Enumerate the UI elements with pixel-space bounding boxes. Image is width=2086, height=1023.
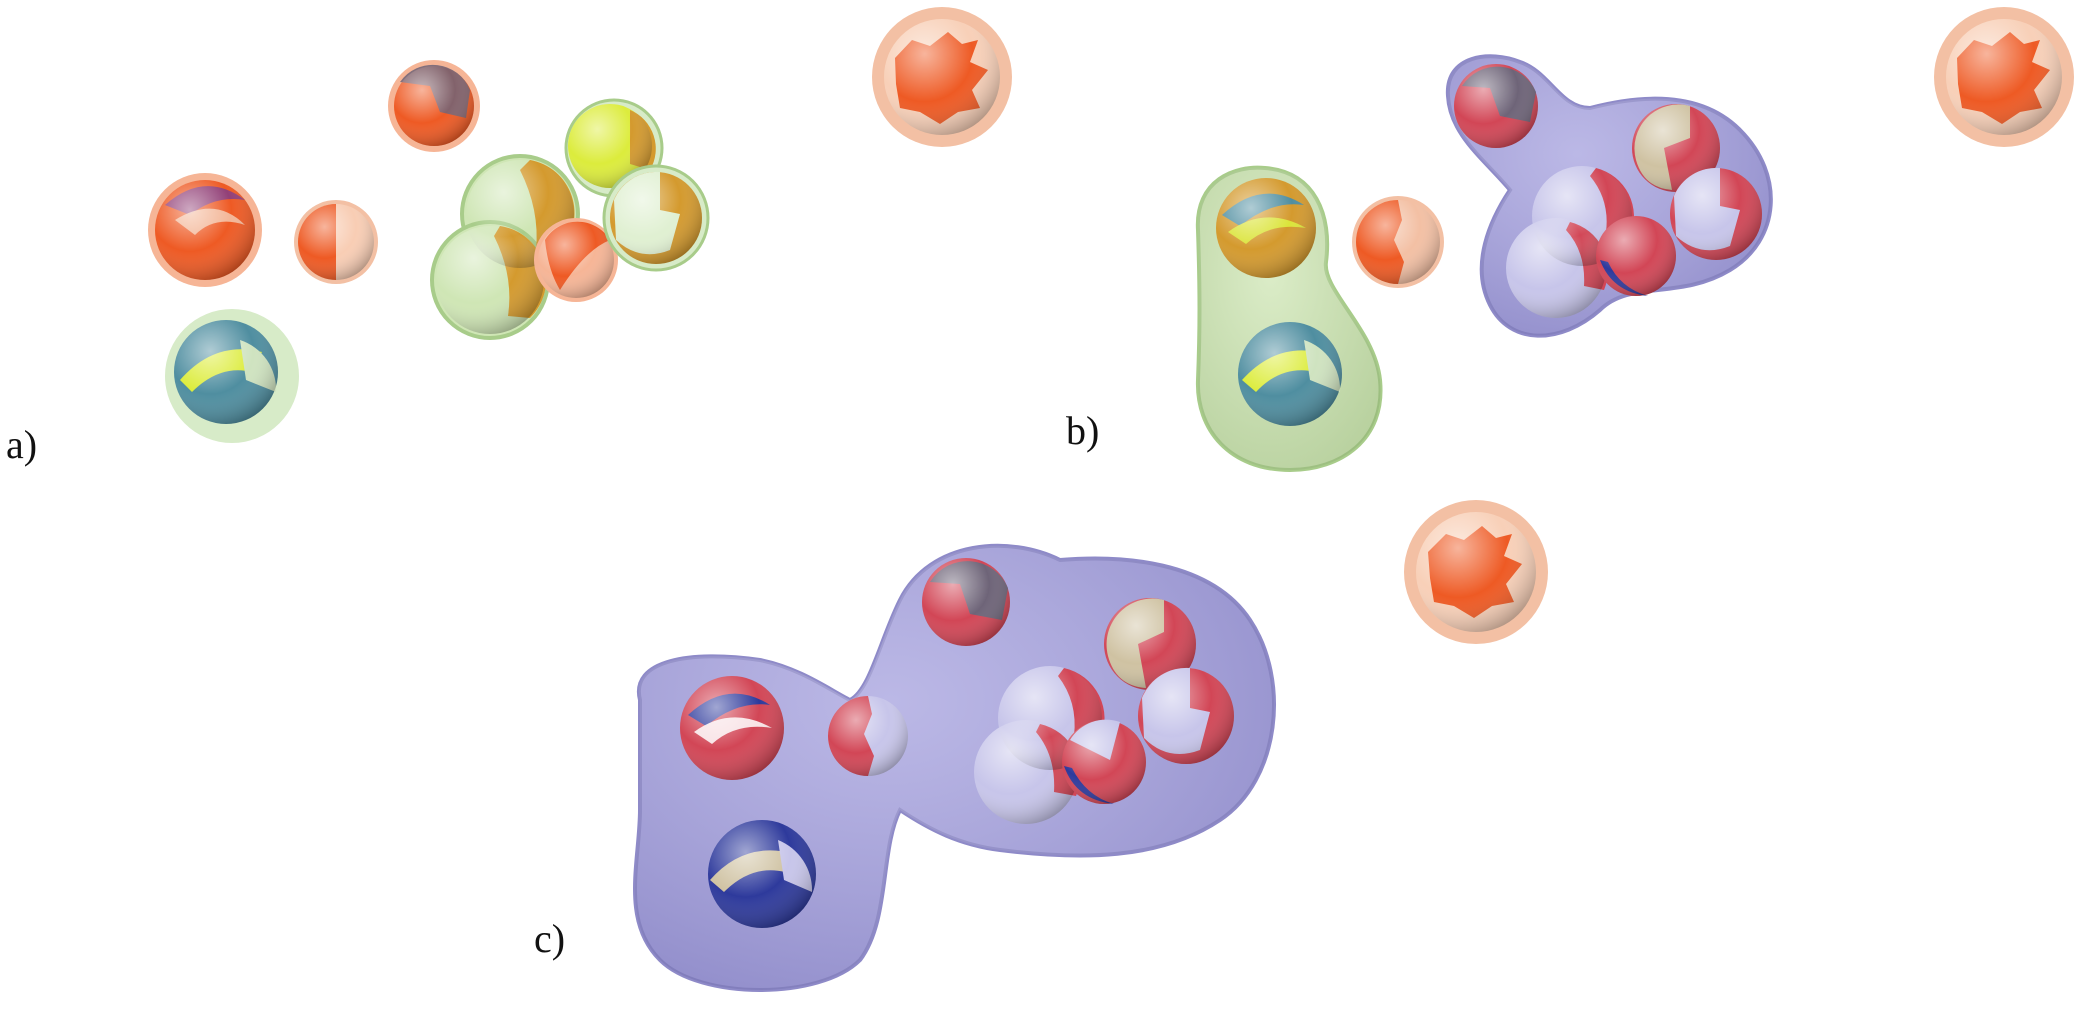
sphere-half-orange-b [1352, 196, 1444, 288]
sphere-red-blue-c [1062, 719, 1146, 804]
panel-label-b: b) [1066, 408, 1099, 453]
sphere-red-lavender-c [828, 696, 908, 776]
panel-label-c: c) [534, 916, 565, 961]
sphere-gray-red-c [922, 558, 1010, 646]
sphere-striped-b [1216, 178, 1316, 278]
sphere-lone-orange-c [1404, 500, 1548, 644]
sphere-red-blue-b [1596, 216, 1676, 296]
panel-c: c) [534, 500, 1548, 992]
sphere-orange-peach [534, 218, 618, 302]
sphere-mint-gold [602, 164, 710, 272]
sphere-teal-yellow [165, 309, 299, 443]
sphere-striped-c [680, 676, 784, 780]
sphere-gray-red-b [1454, 64, 1538, 148]
sphere-blue-tan-c [708, 820, 816, 928]
sphere-teal-yellow-b [1238, 322, 1342, 426]
sphere-striped [148, 173, 262, 287]
sphere-gray-orange [388, 60, 480, 152]
sphere-lavender-notch-b [1670, 167, 1762, 260]
sphere-lone-orange-a [872, 7, 1012, 147]
sphere-tan-red-c [1104, 598, 1196, 690]
panel-a: a) [6, 7, 1012, 467]
panel-label-a: a) [6, 422, 37, 467]
sphere-lone-orange-b [1934, 7, 2074, 147]
sphere-lavender-notch-c [1138, 667, 1234, 764]
sphere-yellow [564, 98, 664, 198]
panel-b: b) [1066, 7, 2074, 473]
sphere-half-orange [294, 200, 378, 284]
sphere-tan-red-b [1632, 104, 1720, 192]
